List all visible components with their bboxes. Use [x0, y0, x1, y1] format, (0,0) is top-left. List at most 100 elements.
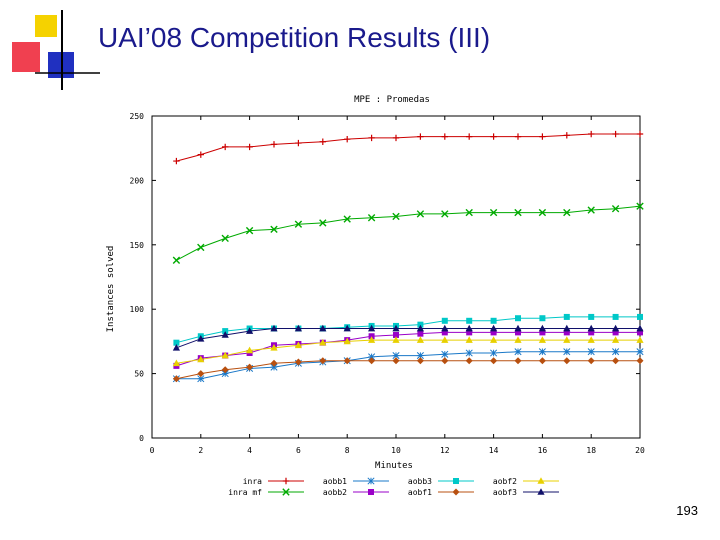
- x-tick-label: 18: [586, 446, 596, 455]
- data-point: [197, 375, 205, 383]
- data-point: [588, 329, 595, 336]
- legend-item: aobb3: [408, 477, 474, 486]
- data-point: [368, 333, 375, 340]
- data-point: [490, 133, 497, 140]
- data-point: [514, 133, 522, 140]
- data-point: [588, 313, 595, 320]
- data-point: [539, 133, 546, 140]
- data-point: [514, 336, 522, 343]
- data-point: [515, 315, 521, 322]
- data-point: [222, 328, 229, 335]
- data-point: [563, 313, 570, 320]
- data-point: [611, 205, 620, 213]
- data-point: [246, 363, 254, 371]
- data-point: [612, 357, 620, 365]
- chart-series: [172, 130, 644, 383]
- y-tick-label: 200: [130, 176, 145, 185]
- series-aobf2: [172, 336, 644, 367]
- data-point: [344, 135, 351, 143]
- data-point: [416, 210, 425, 218]
- data-point: [343, 215, 351, 223]
- legend-marker: [368, 489, 374, 495]
- legend-marker: [537, 477, 545, 484]
- data-point: [466, 329, 473, 336]
- data-point: [490, 357, 498, 365]
- legend-label: aobf3: [493, 488, 517, 497]
- series-line: [176, 205, 641, 261]
- data-point: [563, 208, 571, 217]
- data-point: [441, 317, 448, 324]
- series-line: [176, 331, 640, 367]
- y-axis-label: Instances solved: [106, 246, 116, 333]
- series-line: [176, 339, 640, 364]
- data-point: [563, 348, 571, 356]
- data-point: [319, 357, 327, 365]
- y-tick-label: 100: [130, 305, 145, 314]
- slide-title: UAI’08 Competition Results (III): [98, 22, 491, 53]
- data-point: [417, 133, 424, 140]
- data-point: [393, 331, 399, 338]
- data-point: [197, 335, 205, 342]
- legend-item: aobf3: [493, 488, 559, 497]
- data-point: [563, 132, 570, 139]
- plot-frame: [151, 115, 641, 439]
- x-tick-label: 14: [489, 446, 499, 455]
- data-point: [636, 202, 644, 210]
- series-aobf1: [172, 357, 644, 383]
- data-point: [612, 329, 619, 336]
- legend-item: aobb1: [323, 477, 389, 486]
- data-point: [514, 208, 522, 217]
- chart-axes: 0 50 100 150 200 250 0 2 4 6 8 10 12 14 16 18 20 MPE : Pr…: [106, 95, 645, 471]
- x-tick-label: 20: [635, 446, 645, 455]
- data-point: [465, 324, 473, 332]
- legend-item: inra: [243, 477, 304, 486]
- legend-item: aobb2: [323, 488, 389, 497]
- legend-marker: [282, 477, 290, 485]
- legend-item: inra mf: [228, 488, 304, 497]
- data-point: [636, 324, 644, 332]
- data-point: [246, 143, 253, 151]
- data-point: [490, 349, 498, 357]
- data-point: [612, 336, 620, 343]
- data-point: [392, 212, 400, 221]
- data-point: [368, 134, 375, 142]
- legend-item: aobf1: [408, 488, 474, 497]
- data-point: [587, 324, 595, 332]
- slide-logo: [0, 0, 100, 100]
- data-point: [538, 336, 546, 343]
- data-point: [539, 315, 546, 322]
- data-point: [295, 139, 302, 147]
- data-point: [465, 357, 473, 365]
- data-point: [221, 331, 229, 338]
- data-point: [441, 210, 449, 218]
- y-tick-label: 250: [130, 112, 145, 121]
- data-point: [392, 352, 400, 360]
- data-point: [197, 370, 205, 378]
- x-tick-label: 4: [247, 446, 252, 455]
- legend-label: aobf1: [408, 488, 432, 497]
- data-point: [538, 357, 546, 365]
- data-point: [319, 219, 327, 227]
- chart-title: MPE : Promedas: [354, 95, 430, 105]
- data-point: [612, 130, 619, 138]
- series-inra-mf: [172, 202, 644, 264]
- data-point: [368, 353, 376, 361]
- data-point: [270, 363, 278, 371]
- data-point: [490, 329, 497, 336]
- data-point: [637, 313, 643, 320]
- series-line: [176, 328, 640, 349]
- data-point: [417, 330, 424, 337]
- data-point: [515, 329, 521, 336]
- data-point: [294, 341, 302, 349]
- data-point: [197, 355, 205, 363]
- data-point: [221, 370, 229, 378]
- series-aobb2: [173, 329, 643, 369]
- data-point: [270, 141, 278, 148]
- data-point: [636, 336, 644, 343]
- data-point: [246, 346, 254, 354]
- data-point: [245, 226, 254, 235]
- data-point: [441, 357, 449, 365]
- data-point: [636, 357, 644, 365]
- data-point: [490, 324, 498, 332]
